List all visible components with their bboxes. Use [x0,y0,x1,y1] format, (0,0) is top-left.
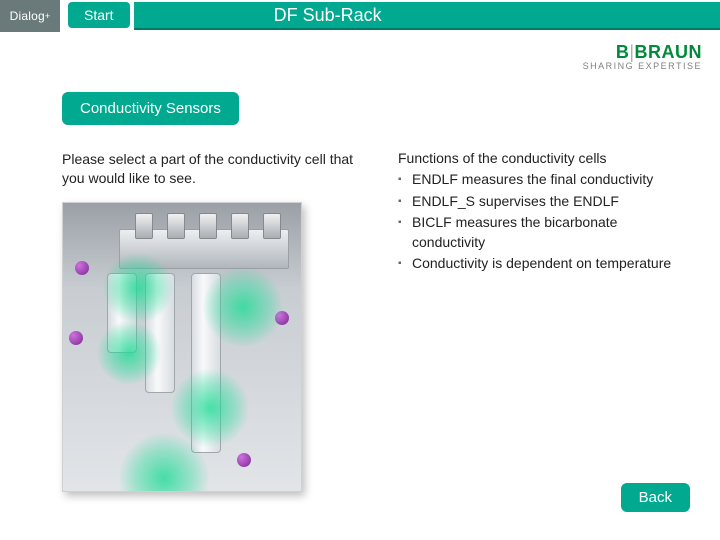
logo-plus: + [45,11,50,21]
start-button[interactable]: Start [68,2,130,28]
sensor-cylinder [107,273,137,353]
brand-rest: BRAUN [635,42,703,62]
top-bar: Dialog+ Start DF Sub-Rack [0,0,720,32]
conductivity-cell-diagram[interactable] [62,202,302,492]
dialog-logo: Dialog+ [0,0,60,32]
content-area: Please select a part of the conductivity… [62,150,690,492]
end-cap [275,311,289,325]
sensor-cylinder [145,273,175,393]
list-item: BICLF measures the bicarbonate conductiv… [398,213,690,252]
instruction-text: Please select a part of the conductivity… [62,150,362,188]
left-column: Please select a part of the conductivity… [62,150,362,492]
right-column: Functions of the conductivity cells ENDL… [398,150,690,492]
list-item: ENDLF_S supervises the ENDLF [398,192,690,212]
list-item: Conductivity is dependent on temperature [398,254,690,274]
port-connector [231,213,249,239]
brand-tagline: SHARING EXPERTISE [583,61,702,71]
list-item: ENDLF measures the final conductivity [398,170,690,190]
end-cap [75,261,89,275]
port-connector [263,213,281,239]
end-cap [237,453,251,467]
functions-title: Functions of the conductivity cells [398,150,690,166]
brand-name: B|BRAUN [583,42,702,63]
brand-b: B [616,42,630,62]
end-cap [69,331,83,345]
page-title-strip: DF Sub-Rack [134,2,720,28]
subtitle-badge: Conductivity Sensors [62,92,239,125]
page-title: DF Sub-Rack [274,5,382,26]
port-connector [135,213,153,239]
port-connector [167,213,185,239]
brand-block: B|BRAUN SHARING EXPERTISE [583,42,702,71]
sensor-cylinder [191,273,221,453]
logo-text: Dialog [10,9,45,23]
functions-list: ENDLF measures the final conductivity EN… [398,170,690,274]
port-connector [199,213,217,239]
back-button[interactable]: Back [621,483,690,512]
